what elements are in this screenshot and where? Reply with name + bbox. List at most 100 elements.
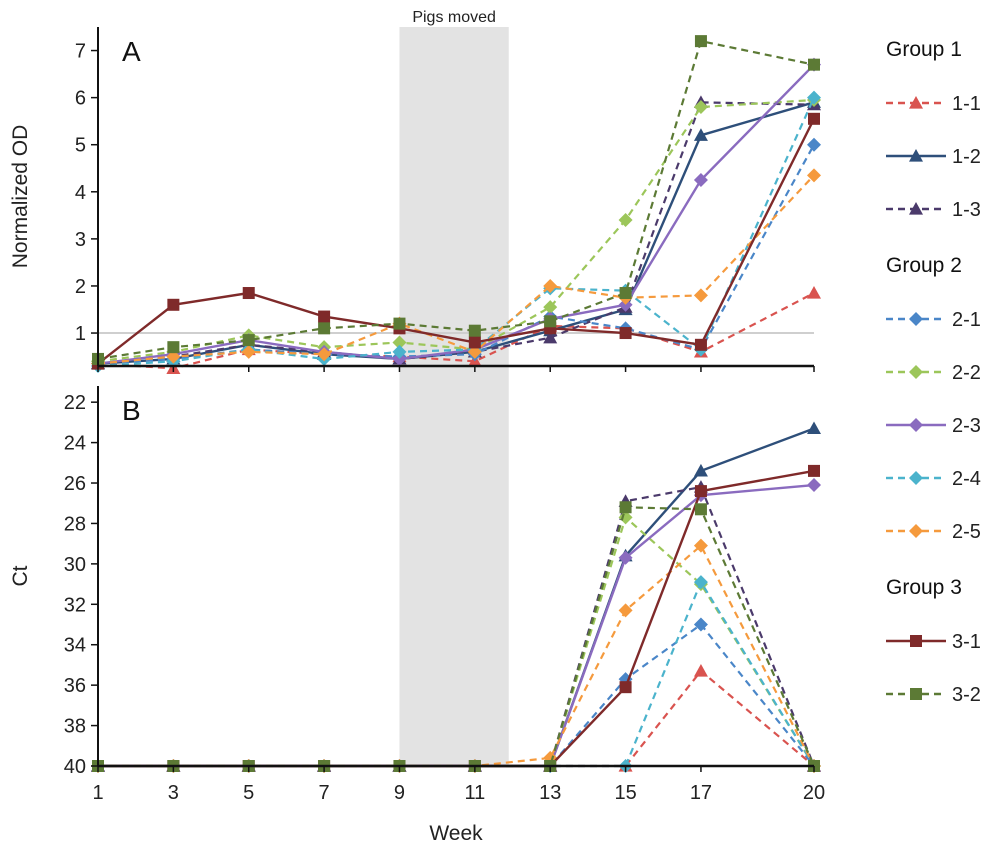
series-line-3-2: [97, 39, 815, 361]
data-point-3-2: [393, 317, 406, 330]
legend-entry-3-1: 3-1: [886, 631, 981, 653]
legend-entry-2-4: 2-4: [886, 468, 981, 490]
x-tick-label: 17: [690, 782, 712, 804]
legend-marker: [910, 688, 922, 700]
data-point-2-1: [693, 617, 708, 632]
legend-marker: [909, 96, 923, 109]
legend-label: 1-1: [952, 93, 981, 115]
data-point-2-2: [618, 510, 633, 525]
x-tick-label: 1: [92, 782, 103, 804]
data-point-3-1: [242, 287, 255, 300]
data-point-2-2: [392, 335, 407, 350]
data-point-1-3: [543, 330, 558, 344]
y-tick-label-b: 22: [64, 392, 86, 414]
data-point-3-1: [694, 338, 707, 351]
legend-label: 2-3: [952, 415, 981, 437]
legend-group-title: Group 3: [886, 576, 962, 599]
data-point-2-2: [543, 300, 558, 315]
y-tick-label-a: 3: [75, 229, 86, 251]
y-tick-label-b: 36: [64, 675, 86, 697]
legend-marker: [909, 202, 923, 215]
legend-label: 2-4: [952, 468, 981, 490]
data-point-2-2: [693, 100, 708, 115]
shaded-region-layer: [399, 27, 509, 766]
data-point-2-3: [693, 173, 708, 188]
data-point-1-2: [807, 421, 821, 435]
data-point-1-1: [693, 664, 708, 677]
series-line-2-4: [97, 97, 816, 368]
series-line-2-3: [97, 63, 815, 365]
data-point-3-1: [808, 112, 820, 125]
data-point-2-3: [618, 297, 633, 312]
y-tick-label-b: 26: [64, 473, 86, 495]
legend-marker: [910, 635, 922, 647]
legend-marker: [909, 524, 923, 538]
x-tick-label: 13: [539, 782, 561, 804]
legend-label: 2-5: [952, 521, 981, 543]
legend-group-title: Group 1: [886, 38, 962, 61]
data-point-1-2: [693, 463, 708, 477]
data-point-3-2: [318, 322, 331, 335]
data-point-2-3: [392, 351, 407, 366]
data-point-3-1: [468, 336, 481, 349]
data-point-3-1: [167, 298, 180, 311]
series-line-3-1: [97, 118, 816, 365]
data-point-2-4: [807, 90, 821, 105]
x-tick-label: 5: [243, 782, 254, 804]
data-point-2-5: [693, 538, 708, 553]
annotation-pigs-moved: Pigs moved: [412, 9, 496, 26]
data-point-2-3: [618, 550, 633, 565]
legend-entry-1-3: 1-3: [886, 199, 981, 221]
y-tick-label-b: 34: [64, 635, 86, 657]
legend-group-title: Group 2: [886, 254, 962, 277]
data-point-2-5: [317, 347, 332, 362]
shaded-region: [399, 27, 509, 766]
y-tick-label-b: 24: [64, 433, 86, 455]
legend-label: 2-1: [952, 309, 981, 331]
data-point-3-2: [808, 58, 820, 71]
legend-label: 1-3: [952, 199, 981, 221]
data-point-1-2: [693, 128, 708, 141]
data-point-2-1: [807, 137, 821, 152]
legend-entry-1-2: 1-2: [886, 146, 981, 168]
legend-label: 1-2: [952, 146, 981, 168]
data-point-2-5: [618, 603, 633, 618]
y-tick-label-a: 6: [75, 88, 86, 110]
legend-entry-2-1: 2-1: [886, 309, 981, 331]
data-point-3-2: [694, 35, 707, 48]
data-point-2-3: [807, 478, 821, 493]
data-point-2-4: [392, 344, 407, 359]
y-tick-label-a: 1: [75, 323, 86, 345]
legend-entry-1-1: 1-1: [886, 93, 981, 115]
legend-entry-2-5: 2-5: [886, 521, 981, 543]
x-tick-label: 20: [803, 782, 825, 804]
legend-label: 2-2: [952, 362, 981, 384]
y-tick-label-b: 40: [64, 756, 86, 778]
data-point-3-2: [619, 287, 632, 300]
y-tick-label-a: 4: [75, 182, 86, 204]
data-point-2-2: [618, 213, 633, 228]
y-tick-label-b: 30: [64, 554, 86, 576]
legend-entry-2-2: 2-2: [886, 362, 981, 384]
legend-entry-2-3: 2-3: [886, 415, 981, 437]
y-tick-label-a: 5: [75, 135, 86, 157]
data-point-3-2: [468, 324, 481, 337]
y-axis-title-a: Normalized OD: [9, 125, 32, 269]
series-a-3-2: [92, 35, 820, 365]
legend-marker: [909, 312, 923, 326]
data-point-2-5: [241, 344, 256, 359]
legend: Group 1 1-1 1-2 1-3 Group 2 2-1 2-2 2-3 2-4 2-5 Gr…: [886, 38, 981, 706]
legend-label: 3-2: [952, 684, 981, 706]
data-point-1-1: [807, 286, 821, 299]
data-point-3-1: [619, 681, 632, 694]
legend-marker: [909, 471, 923, 485]
data-point-2-5: [807, 168, 821, 183]
y-tick-label-b: 28: [64, 513, 86, 535]
data-point-2-4: [693, 575, 708, 590]
y-tick-label-a: 2: [75, 276, 86, 298]
series-line-2-5: [97, 174, 815, 365]
x-tick-label: 3: [168, 782, 179, 804]
data-point-3-2: [544, 315, 557, 328]
data-point-3-2: [694, 503, 707, 516]
